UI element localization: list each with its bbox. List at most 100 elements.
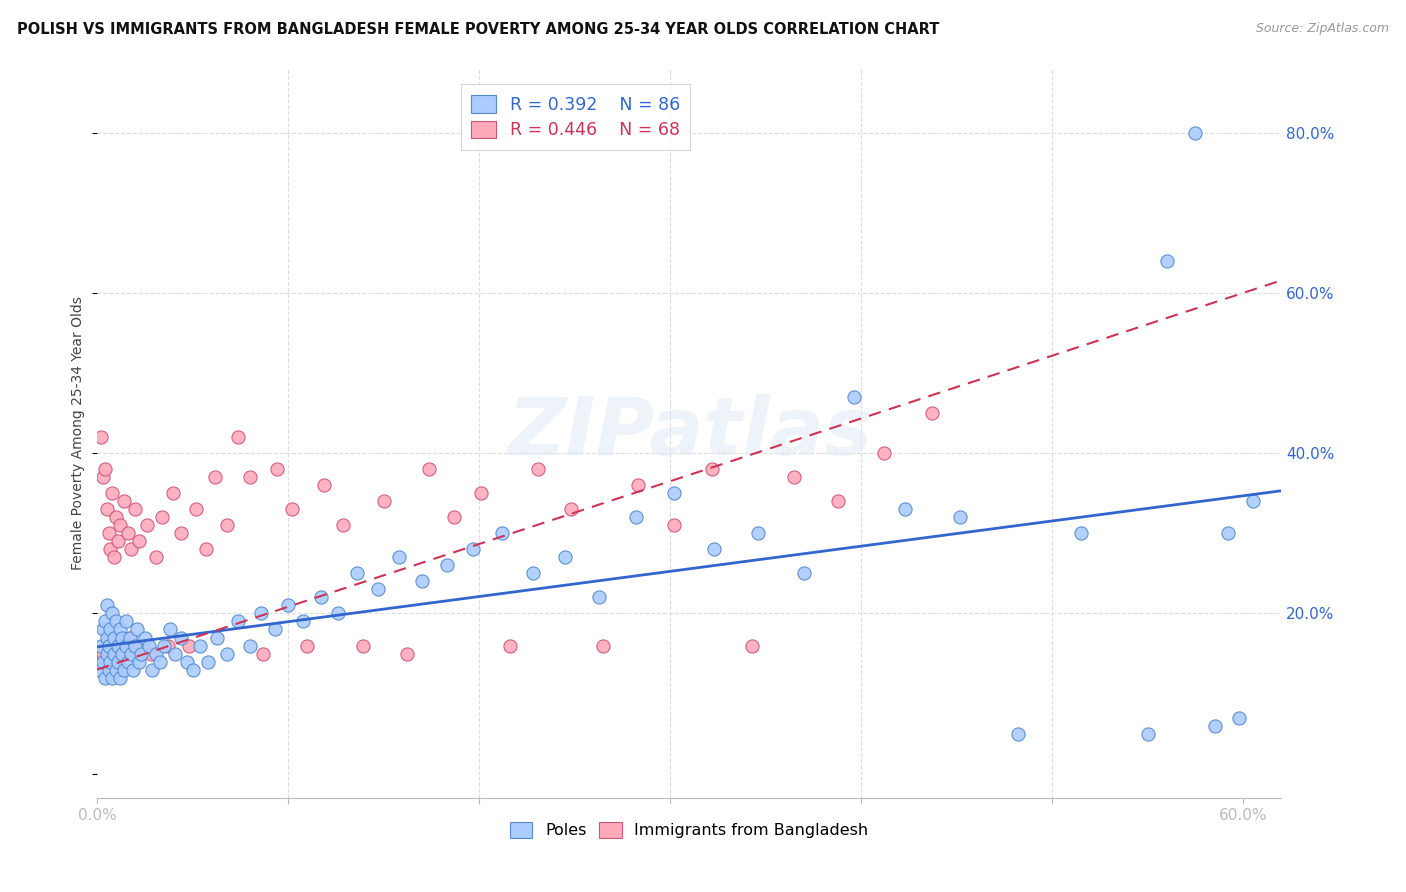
Point [418,462,440,476]
Point [388,550,411,565]
Point [108,518,131,533]
Point [741,639,763,653]
Point [100,655,122,669]
Point [165,647,187,661]
Point [949,510,972,524]
Point [111,639,134,653]
Point [120,647,142,661]
Text: ZIPatlas: ZIPatlas [506,394,872,472]
Point [145,647,167,661]
Point [97,647,120,661]
Point [470,486,492,500]
Point [842,390,865,404]
Point [100,631,122,645]
Point [309,591,332,605]
Point [250,607,273,621]
Point [93,655,115,669]
Point [156,639,179,653]
Point [112,663,135,677]
Point [153,639,176,653]
Point [87,655,110,669]
Point [100,623,122,637]
Point [522,566,544,581]
Legend: Poles, Immigrants from Bangladesh: Poles, Immigrants from Bangladesh [503,815,875,845]
Point [107,534,129,549]
Point [873,446,896,460]
Point [1156,253,1178,268]
Point [132,639,155,653]
Point [239,470,262,484]
Point [149,655,172,669]
Point [150,510,173,524]
Point [747,526,769,541]
Point [1070,526,1092,541]
Point [352,639,374,653]
Point [111,631,134,645]
Point [111,647,134,661]
Point [87,663,110,677]
Point [90,430,112,444]
Point [96,639,118,653]
Point [527,462,550,476]
Point [93,615,115,629]
Point [1204,719,1226,733]
Point [134,631,156,645]
Point [627,478,650,492]
Point [491,526,513,541]
Point [436,558,458,573]
Point [263,623,285,637]
Point [100,542,122,557]
Point [91,647,114,661]
Point [346,566,368,581]
Point [112,494,135,508]
Point [139,647,162,661]
Point [228,430,250,444]
Point [239,639,262,653]
Point [1216,526,1239,541]
Point [162,486,184,500]
Text: POLISH VS IMMIGRANTS FROM BANGLADESH FEMALE POVERTY AMONG 25-34 YEAR OLDS CORREL: POLISH VS IMMIGRANTS FROM BANGLADESH FEM… [17,22,939,37]
Point [141,663,163,677]
Point [159,623,181,637]
Point [96,631,118,645]
Point [498,639,520,653]
Point [122,663,145,677]
Point [101,647,124,661]
Point [624,510,647,524]
Point [207,631,229,645]
Point [186,502,208,516]
Point [128,534,150,549]
Point [252,647,274,661]
Point [91,623,114,637]
Point [395,647,418,661]
Point [124,502,146,516]
Point [91,655,114,669]
Point [411,574,433,589]
Point [97,639,120,653]
Point [326,607,349,621]
Point [894,502,917,516]
Point [105,663,128,677]
Point [215,518,238,533]
Point [443,510,465,524]
Point [97,663,120,677]
Point [138,639,160,653]
Point [105,655,128,669]
Point [177,639,200,653]
Point [281,502,304,516]
Point [194,542,217,557]
Point [93,671,115,685]
Point [827,494,849,508]
Point [588,591,610,605]
Point [204,470,226,484]
Point [783,470,806,484]
Point [228,615,250,629]
Point [560,502,582,516]
Point [120,542,142,557]
Point [1007,727,1029,741]
Point [96,599,118,613]
Point [176,655,198,669]
Point [127,623,149,637]
Point [103,647,125,661]
Point [118,631,141,645]
